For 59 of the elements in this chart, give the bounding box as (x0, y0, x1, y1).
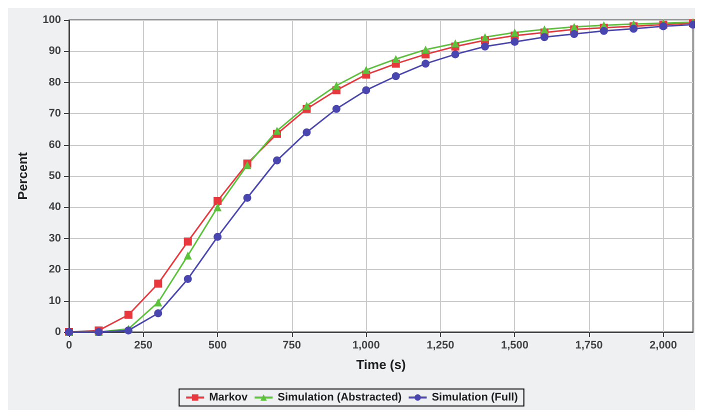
point (184, 252, 192, 260)
y-tick-label: 10 (48, 294, 61, 307)
point (540, 25, 548, 34)
point (332, 104, 340, 113)
point (481, 42, 489, 51)
x-axis-title: Time (s) (356, 357, 406, 372)
point (570, 30, 578, 38)
x-tick-label: 1,000 (352, 340, 380, 352)
x-tick-label: 1,250 (426, 340, 454, 352)
point (630, 24, 638, 33)
y-axis-title: Percent (15, 151, 30, 200)
point (302, 102, 311, 110)
point (273, 126, 281, 135)
point (362, 66, 370, 74)
x-tick-label: 1,500 (500, 340, 528, 352)
point (540, 33, 548, 42)
point (154, 309, 162, 318)
x-tick-label: 0 (66, 340, 72, 352)
point (154, 298, 162, 306)
point (510, 38, 519, 46)
point (332, 82, 340, 90)
point (273, 156, 281, 164)
x-tick-label: 750 (282, 340, 302, 352)
point (451, 50, 460, 58)
point (481, 33, 489, 42)
x-tick-label: 2,000 (650, 340, 678, 352)
point (600, 26, 608, 35)
y-tick-label: 20 (48, 264, 61, 276)
y-tick-label: 30 (48, 232, 61, 244)
x-tick-label: 500 (208, 340, 227, 352)
legend-label: Simulation (Abstracted) (278, 392, 402, 404)
y-tick-label: 70 (48, 108, 61, 120)
point (392, 55, 400, 63)
y-tick-label: 60 (48, 138, 61, 151)
y-tick-label: 80 (48, 76, 61, 88)
y-tick-label: 40 (48, 201, 61, 214)
legend-label: Simulation (Full) (432, 392, 518, 404)
y-tick-label: 90 (48, 45, 61, 58)
point (422, 46, 430, 54)
point (510, 28, 519, 36)
point (154, 280, 162, 288)
point (243, 194, 252, 202)
point (184, 238, 192, 246)
point (124, 310, 132, 319)
y-tick-label: 0 (54, 326, 61, 338)
point (362, 86, 370, 94)
y-tick-label: 100 (42, 14, 61, 26)
x-tick-label: 250 (134, 340, 152, 352)
point (392, 72, 400, 80)
y-tick-label: 50 (48, 170, 61, 182)
legend-label: Markov (209, 392, 249, 404)
point (214, 196, 222, 205)
point (302, 128, 311, 136)
point (214, 232, 222, 241)
point (451, 39, 460, 48)
point (184, 274, 192, 283)
point (214, 203, 222, 212)
point (422, 60, 430, 68)
x-tick-label: 1,750 (575, 340, 603, 352)
